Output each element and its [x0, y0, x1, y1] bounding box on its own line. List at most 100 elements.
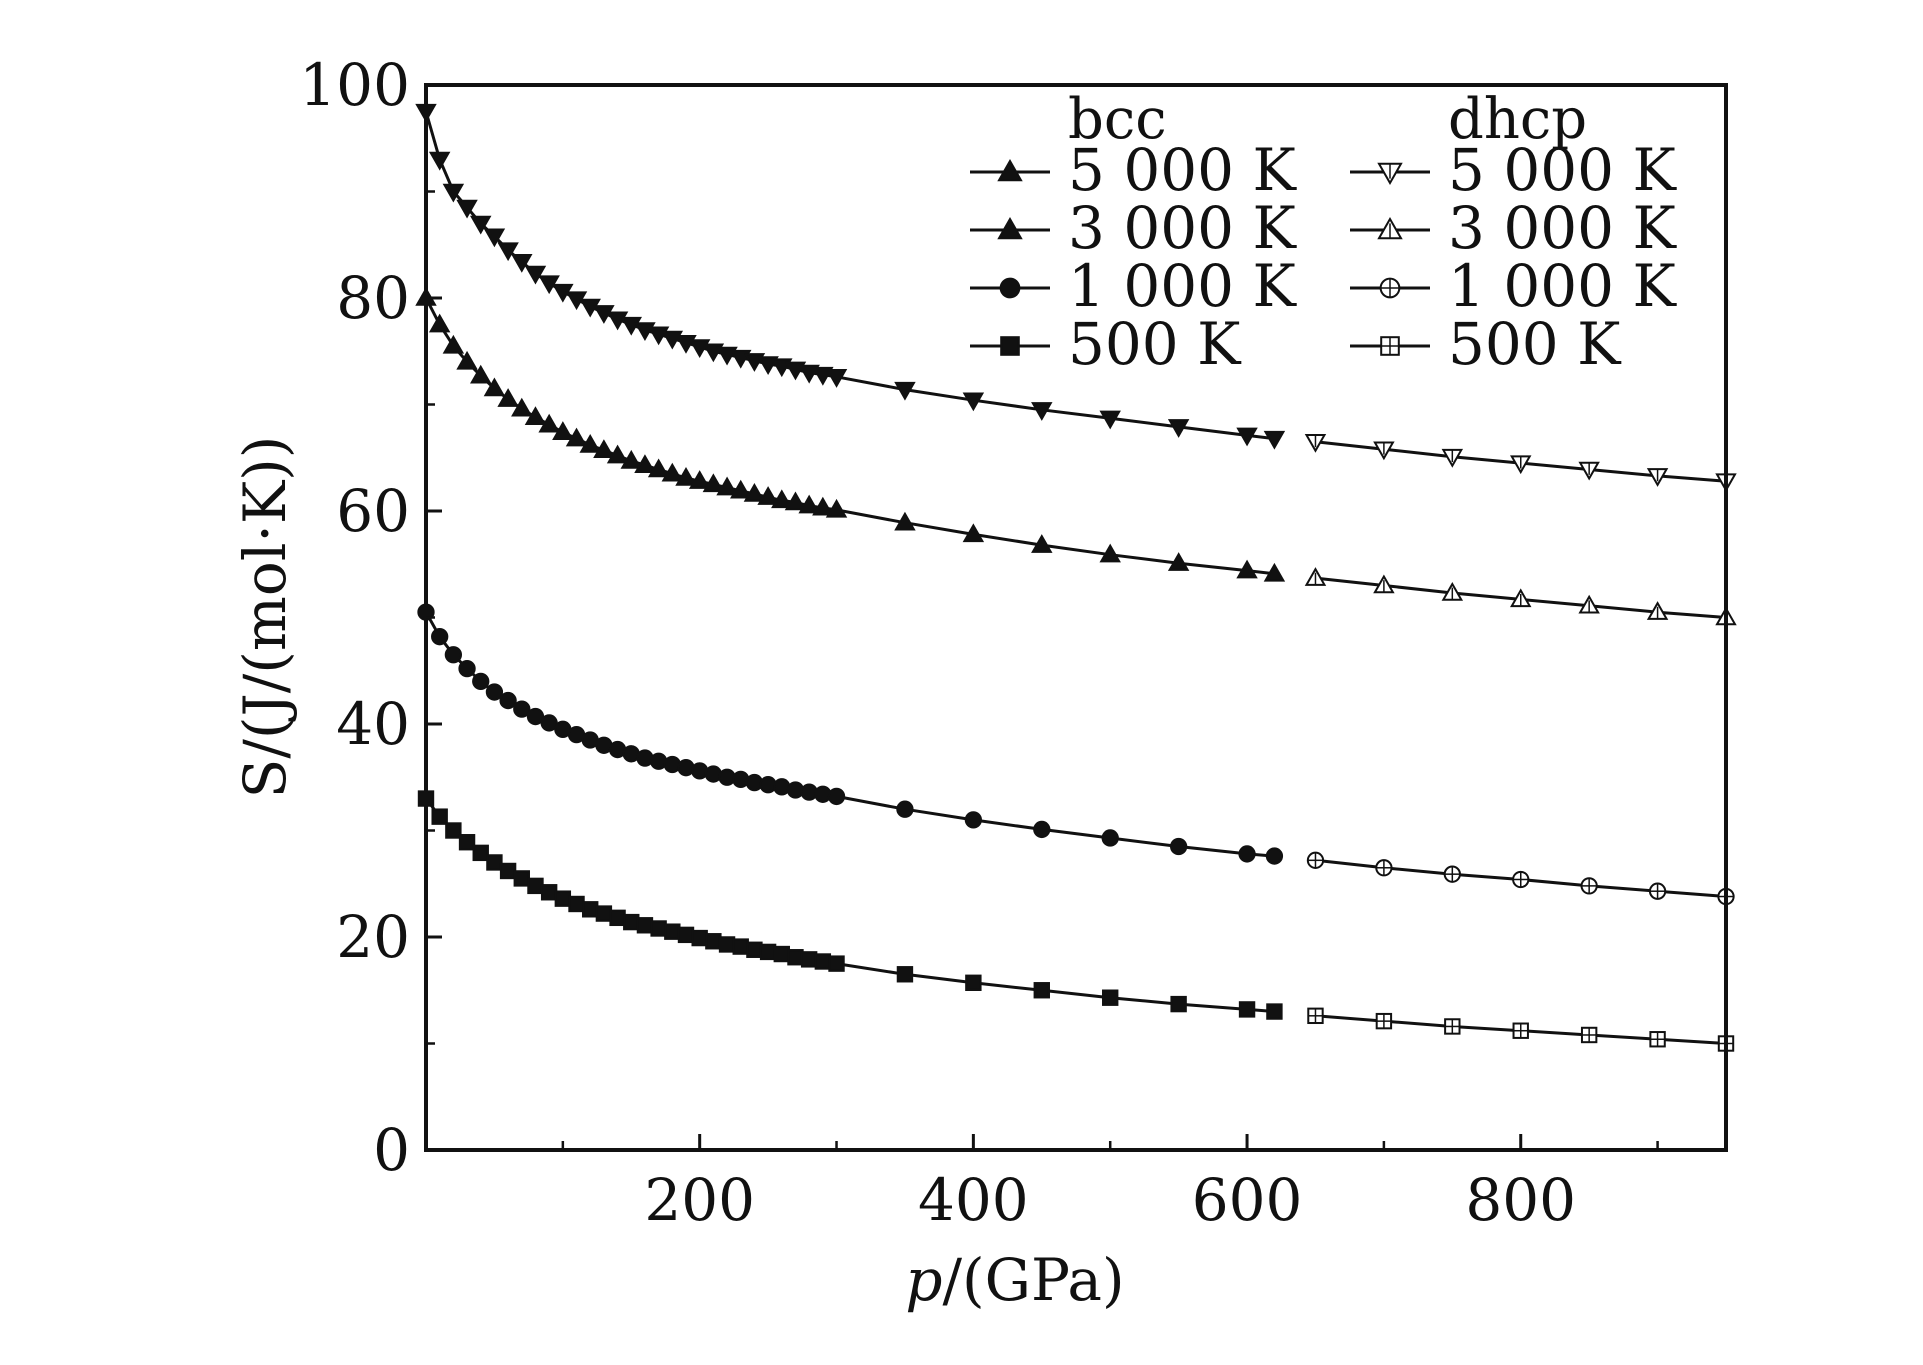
data-point-bcc-3-000-k-22 — [716, 476, 738, 496]
data-point-bcc-500-k-35 — [1170, 995, 1187, 1013]
data-point-bcc-500-k-22 — [718, 936, 736, 953]
legend-marker — [999, 277, 1021, 299]
data-point-bcc-3-000-k-10 — [552, 421, 574, 440]
data-point-bcc-5-000-k-32 — [962, 392, 985, 412]
data-point-bcc-3-000-k-18 — [661, 462, 684, 482]
data-point-dhcp-3-000-k-2 — [1441, 581, 1464, 601]
data-point-bcc-3-000-k-29 — [812, 496, 834, 516]
legend-marker — [1377, 162, 1403, 186]
data-point-bcc-3-000-k-17 — [647, 458, 670, 478]
legend-label: 3 000 K — [1068, 194, 1297, 262]
x-tick-label: 600 — [1192, 1166, 1303, 1234]
x-tick-label: 200 — [644, 1166, 755, 1234]
y-tick-label: 20 — [336, 903, 410, 971]
data-point-bcc-500-k-19 — [677, 926, 695, 944]
data-point-bcc-500-k-32 — [965, 974, 982, 991]
data-point-bcc-5-000-k-25 — [757, 356, 779, 376]
y-axis-title: S/(J/(mol·K)) — [231, 436, 299, 799]
data-point-dhcp-3-000-k-5 — [1646, 601, 1669, 620]
series-bcc-1-000-k — [417, 603, 1284, 865]
data-point-bcc-1-000-k-36 — [1238, 845, 1256, 863]
plot-area — [415, 103, 1737, 1052]
legend-entry: 5 000 K — [970, 136, 1297, 204]
data-point-bcc-3-000-k-30 — [825, 498, 848, 518]
data-point-bcc-1-000-k-6 — [499, 691, 517, 710]
data-point-bcc-3-000-k-3 — [456, 350, 478, 370]
x-axis-title: p/(GPa) — [905, 1246, 1124, 1314]
data-point-bcc-3-000-k-37 — [1263, 562, 1286, 582]
legend-label: 500 K — [1068, 310, 1242, 378]
data-point-bcc-1-000-k-3 — [458, 659, 476, 678]
data-point-bcc-5-000-k-33 — [1031, 402, 1053, 421]
data-point-bcc-3-000-k-36 — [1236, 559, 1258, 579]
data-point-bcc-3-000-k-2 — [442, 334, 465, 354]
data-point-bcc-3-000-k-9 — [538, 413, 560, 433]
y-tick-label: 0 — [373, 1116, 410, 1184]
data-point-bcc-500-k-10 — [554, 890, 572, 907]
series-dhcp-500-k — [1307, 1007, 1735, 1052]
data-point-dhcp-5-000-k-5 — [1646, 468, 1669, 487]
data-point-bcc-500-k-9 — [540, 884, 558, 901]
data-point-bcc-500-k-3 — [458, 834, 476, 851]
y-tick-label: 100 — [299, 51, 410, 119]
data-point-dhcp-3-000-k-3 — [1510, 588, 1532, 608]
data-point-bcc-5-000-k-1 — [428, 151, 451, 171]
legend-label: 500 K — [1448, 310, 1622, 378]
data-point-bcc-500-k-6 — [499, 862, 517, 880]
legend-label: 1 000 K — [1448, 252, 1677, 320]
x-tick-label: 400 — [918, 1166, 1029, 1234]
data-point-bcc-5-000-k-37 — [1263, 430, 1286, 450]
data-point-bcc-500-k-20 — [691, 929, 708, 947]
data-point-dhcp-1-000-k-2 — [1443, 865, 1461, 883]
data-point-bcc-3-000-k-23 — [730, 479, 752, 499]
series-bcc-3-000-k — [415, 286, 1286, 582]
data-point-dhcp-3-000-k-1 — [1373, 574, 1395, 594]
data-point-dhcp-5-000-k-2 — [1441, 448, 1464, 468]
data-point-bcc-1-000-k-34 — [1101, 829, 1119, 847]
data-point-bcc-1-000-k-1 — [431, 628, 449, 646]
data-point-dhcp-3-000-k-4 — [1578, 594, 1600, 614]
legend-label: 5 000 K — [1448, 136, 1677, 204]
data-point-bcc-500-k-24 — [746, 941, 763, 958]
data-point-dhcp-500-k-2 — [1444, 1018, 1461, 1035]
data-point-dhcp-1-000-k-4 — [1580, 877, 1598, 895]
data-point-bcc-500-k-15 — [623, 913, 640, 931]
data-point-bcc-500-k-12 — [582, 901, 599, 918]
data-point-bcc-5-000-k-15 — [620, 316, 642, 336]
data-point-bcc-1-000-k-9 — [540, 714, 558, 732]
legend-marker — [997, 158, 1023, 182]
data-point-bcc-5-000-k-6 — [497, 242, 519, 262]
data-point-bcc-5-000-k-29 — [812, 366, 834, 386]
data-point-bcc-5-000-k-8 — [524, 265, 547, 285]
data-point-bcc-500-k-28 — [800, 951, 818, 968]
legend-entry: 3 000 K — [1350, 194, 1677, 262]
series-dhcp-5-000-k — [1304, 434, 1737, 493]
data-point-bcc-5-000-k-35 — [1167, 419, 1190, 438]
data-point-bcc-5-000-k-2 — [442, 183, 465, 203]
data-point-bcc-500-k-16 — [636, 917, 654, 934]
series-bcc-5-000-k — [415, 103, 1286, 450]
data-point-bcc-5-000-k-5 — [483, 228, 506, 248]
data-point-bcc-1-000-k-2 — [444, 646, 463, 664]
legend-entry: 3 000 K — [970, 194, 1297, 262]
data-point-bcc-1-000-k-8 — [526, 707, 545, 726]
legend-entry: 500 K — [970, 310, 1242, 378]
data-point-bcc-3-000-k-5 — [483, 377, 506, 397]
data-point-bcc-5-000-k-14 — [606, 311, 629, 331]
data-point-bcc-500-k-18 — [664, 923, 681, 940]
data-point-bcc-3-000-k-25 — [757, 486, 779, 505]
data-point-bcc-500-k-4 — [472, 844, 489, 862]
data-point-bcc-5-000-k-31 — [894, 381, 916, 401]
data-point-bcc-1-000-k-5 — [485, 683, 504, 701]
data-point-bcc-500-k-30 — [828, 955, 845, 972]
data-point-bcc-500-k-34 — [1102, 989, 1119, 1006]
data-point-bcc-5-000-k-3 — [456, 199, 478, 219]
data-point-bcc-500-k-37 — [1266, 1003, 1283, 1020]
data-point-bcc-1-000-k-4 — [472, 672, 490, 691]
data-point-bcc-500-k-2 — [445, 822, 462, 839]
data-point-bcc-3-000-k-12 — [579, 433, 601, 453]
data-point-bcc-3-000-k-4 — [470, 364, 492, 384]
